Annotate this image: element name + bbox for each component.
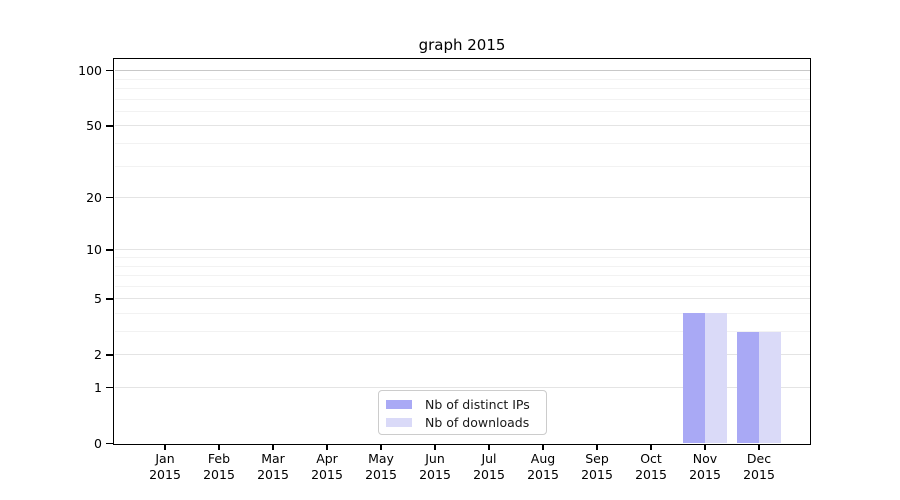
gridline-minor-6 — [114, 285, 810, 287]
x-label-year: 2015 — [527, 466, 559, 482]
y-tick-label-50: 50 — [86, 118, 102, 134]
gridline-100 — [114, 70, 810, 72]
x-tick-dec — [758, 445, 760, 450]
legend: Nb of distinct IPs Nb of downloads — [378, 390, 547, 435]
y-tick-0 — [105, 442, 114, 445]
gridline-5 — [114, 298, 810, 300]
x-label-year: 2015 — [257, 466, 289, 482]
gridline-1 — [114, 387, 810, 388]
x-tick-jan — [164, 445, 166, 450]
legend-item: Nb of distinct IPs — [379, 395, 546, 414]
gridline-minor-8 — [114, 265, 810, 267]
gridline-50 — [114, 125, 810, 127]
legend-swatch — [386, 418, 412, 428]
gridline-minor-7 — [114, 275, 810, 277]
x-tick-label-apr: Apr 2015 — [300, 451, 354, 482]
x-label-month: Feb — [207, 451, 231, 466]
x-tick-jun — [434, 445, 436, 450]
x-label-year: 2015 — [149, 466, 181, 482]
gridline-minor-90 — [114, 78, 810, 80]
gridline-minor-9 — [114, 256, 810, 258]
x-label-year: 2015 — [635, 466, 667, 482]
y-tick-2 — [105, 354, 114, 356]
legend-item: Nb of downloads — [379, 414, 546, 433]
x-label-month: Nov — [692, 451, 718, 466]
x-label-month: Aug — [530, 451, 556, 466]
x-label-month: Mar — [261, 451, 285, 466]
x-label-month: Jul — [481, 451, 497, 466]
y-tick-label-5: 5 — [94, 291, 102, 307]
x-label-year: 2015 — [581, 466, 613, 482]
x-label-year: 2015 — [365, 466, 397, 482]
x-label-month: Sep — [585, 451, 609, 466]
bar-nov-downloads — [705, 313, 727, 444]
bar-nov-distinct-ips — [683, 313, 705, 444]
x-tick-label-mar: Mar 2015 — [246, 451, 300, 482]
x-label-month: Jun — [425, 451, 445, 466]
x-tick-label-jul: Jul 2015 — [462, 451, 516, 482]
gridline-minor-30 — [114, 165, 810, 167]
x-tick-feb — [218, 445, 220, 450]
legend-label: Nb of downloads — [425, 415, 530, 431]
x-label-year: 2015 — [689, 466, 721, 482]
x-tick-label-aug: Aug 2015 — [516, 451, 570, 482]
x-tick-may — [380, 445, 382, 450]
gridline-minor-3 — [114, 331, 810, 332]
x-label-year: 2015 — [203, 466, 235, 482]
y-tick-5 — [105, 298, 114, 300]
x-tick-label-feb: Feb 2015 — [192, 451, 246, 482]
x-tick-apr — [326, 445, 328, 450]
x-label-month: Oct — [640, 451, 662, 466]
bar-dec-downloads — [759, 331, 781, 444]
legend-label: Nb of distinct IPs — [425, 396, 530, 412]
y-tick-label-1: 1 — [94, 380, 102, 395]
x-tick-label-may: May 2015 — [354, 451, 408, 482]
y-tick-1 — [105, 386, 114, 389]
gridline-2 — [114, 354, 810, 356]
x-tick-label-sep: Sep 2015 — [570, 451, 624, 482]
x-tick-oct — [650, 445, 652, 450]
x-tick-jul — [488, 445, 490, 450]
legend-swatch — [386, 399, 412, 409]
gridline-minor-80 — [114, 88, 810, 89]
x-tick-nov — [704, 445, 706, 450]
x-label-year: 2015 — [419, 466, 451, 482]
gridline-minor-70 — [114, 98, 810, 100]
y-tick-label-2: 2 — [94, 347, 102, 363]
gridline-minor-60 — [114, 110, 810, 112]
y-tick-label-0: 0 — [94, 436, 102, 451]
x-label-year: 2015 — [473, 466, 505, 482]
y-tick-100 — [105, 69, 114, 72]
y-tick-10 — [105, 249, 114, 251]
x-label-year: 2015 — [311, 466, 343, 482]
x-tick-label-jun: Jun 2015 — [408, 451, 462, 482]
chart-title: graph 2015 — [418, 36, 506, 54]
x-tick-label-oct: Oct 2015 — [624, 451, 678, 482]
x-tick-aug — [542, 445, 544, 450]
x-tick-label-nov: Nov 2015 — [678, 451, 732, 482]
gridline-20 — [114, 197, 810, 199]
x-label-month: Dec — [746, 451, 772, 466]
y-tick-label-20: 20 — [86, 190, 102, 206]
gridline-minor-4 — [114, 312, 810, 314]
x-tick-label-jan: Jan 2015 — [138, 451, 192, 482]
x-label-month: Jan — [155, 451, 175, 466]
x-label-year: 2015 — [743, 466, 775, 482]
x-label-month: May — [368, 451, 394, 466]
gridline-minor-40 — [114, 143, 810, 144]
x-label-month: Apr — [316, 451, 338, 466]
x-tick-label-dec: Dec 2015 — [732, 451, 786, 482]
gridline-10 — [114, 249, 810, 251]
y-tick-20 — [105, 196, 114, 199]
x-tick-mar — [272, 445, 274, 450]
bar-dec-distinct-ips — [737, 331, 759, 444]
y-tick-label-10: 10 — [86, 242, 102, 258]
x-tick-sep — [596, 445, 598, 450]
y-tick-label-100: 100 — [78, 63, 102, 79]
y-tick-50 — [105, 125, 114, 127]
